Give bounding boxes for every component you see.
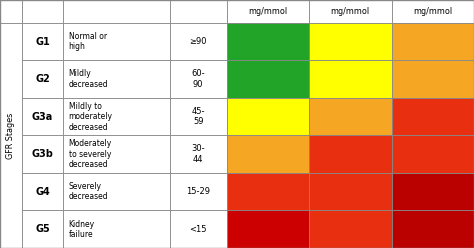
Bar — [392, 135, 474, 173]
Text: <15: <15 — [190, 225, 207, 234]
Bar — [170, 23, 227, 60]
Bar — [63, 173, 170, 211]
Bar — [170, 0, 227, 23]
Text: GFR Stages: GFR Stages — [7, 112, 15, 158]
Bar — [227, 60, 309, 98]
Text: G1: G1 — [35, 37, 50, 47]
Bar — [63, 211, 170, 248]
Bar — [392, 0, 474, 23]
Bar — [170, 211, 227, 248]
Text: G4: G4 — [35, 187, 50, 197]
Bar — [309, 23, 392, 60]
Bar — [22, 60, 63, 98]
Bar — [227, 173, 309, 211]
Bar — [0, 0, 22, 23]
Text: ≥90: ≥90 — [190, 37, 207, 46]
Bar — [392, 60, 474, 98]
Text: Mildly to
moderately
decreased: Mildly to moderately decreased — [69, 102, 113, 131]
Text: G5: G5 — [35, 224, 50, 234]
Bar — [392, 23, 474, 60]
Bar — [309, 98, 392, 135]
Bar — [22, 98, 63, 135]
Bar — [227, 98, 309, 135]
Bar — [63, 135, 170, 173]
Bar — [227, 0, 309, 23]
Bar — [309, 60, 392, 98]
Bar — [309, 211, 392, 248]
Text: Normal or
high: Normal or high — [69, 32, 107, 51]
Bar — [392, 98, 474, 135]
Bar — [22, 0, 63, 23]
Text: Moderately
to severely
decreased: Moderately to severely decreased — [69, 139, 112, 169]
Bar — [170, 98, 227, 135]
Bar — [22, 211, 63, 248]
Text: 60-
90: 60- 90 — [191, 69, 205, 89]
Text: 30-
44: 30- 44 — [191, 145, 205, 164]
Bar — [227, 23, 309, 60]
Text: 45-
59: 45- 59 — [191, 107, 205, 126]
Text: mg/mmol: mg/mmol — [413, 7, 452, 16]
Bar — [227, 211, 309, 248]
Bar — [170, 135, 227, 173]
Bar — [63, 98, 170, 135]
Bar — [0, 23, 22, 248]
Text: Mildly
decreased: Mildly decreased — [69, 69, 109, 89]
Bar — [170, 60, 227, 98]
Text: 15-29: 15-29 — [186, 187, 210, 196]
Bar — [22, 135, 63, 173]
Text: G3a: G3a — [32, 112, 53, 122]
Bar — [309, 173, 392, 211]
Bar — [309, 135, 392, 173]
Bar — [309, 0, 392, 23]
Bar — [63, 23, 170, 60]
Bar — [22, 23, 63, 60]
Text: G3b: G3b — [31, 149, 54, 159]
Text: mg/mmol: mg/mmol — [248, 7, 287, 16]
Text: Severely
decreased: Severely decreased — [69, 182, 109, 201]
Text: G2: G2 — [35, 74, 50, 84]
Bar — [63, 60, 170, 98]
Bar — [63, 0, 170, 23]
Text: Kidney
failure: Kidney failure — [69, 219, 95, 239]
Bar — [22, 173, 63, 211]
Bar — [227, 135, 309, 173]
Bar — [392, 211, 474, 248]
Text: mg/mmol: mg/mmol — [331, 7, 370, 16]
Bar — [392, 173, 474, 211]
Bar — [170, 173, 227, 211]
